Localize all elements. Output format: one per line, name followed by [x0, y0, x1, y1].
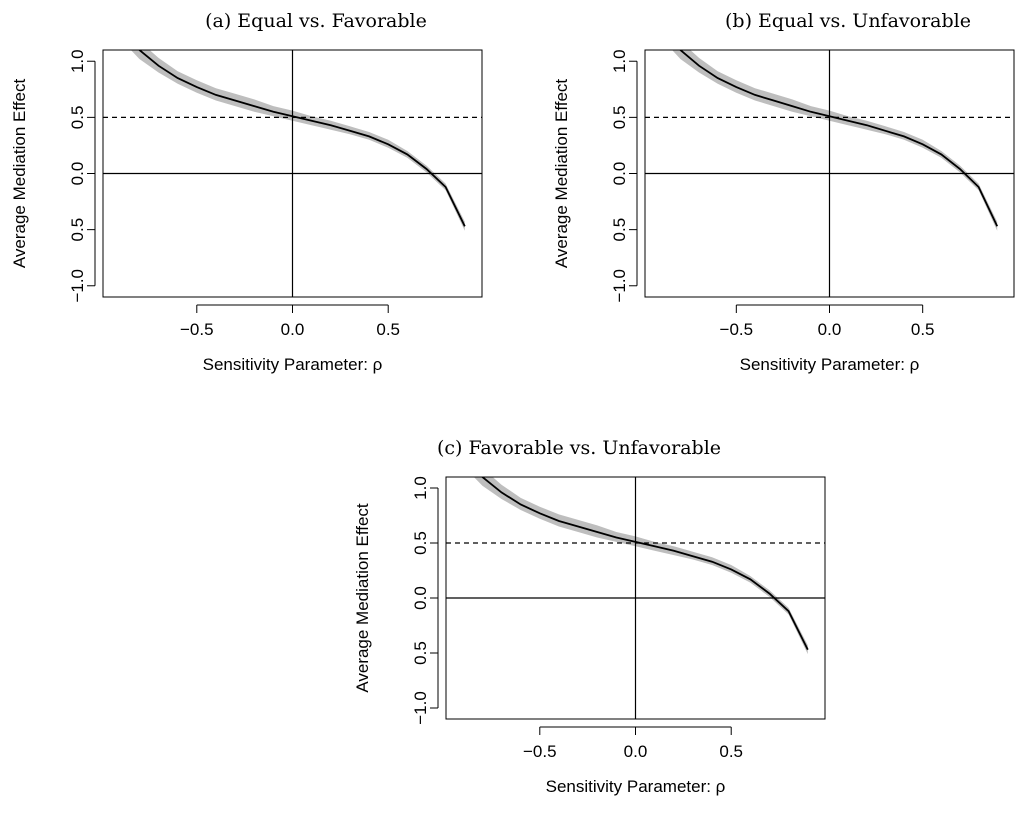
x-tick-label: 0.5 — [911, 320, 935, 339]
x-axis-label: Sensitivity Parameter: ρ — [546, 777, 726, 796]
x-tick-label: −0.5 — [180, 320, 214, 339]
plot-frame — [445, 476, 826, 720]
y-tick-label: 0.0 — [411, 586, 430, 610]
y-tick-label: 0.5 — [610, 106, 629, 130]
y-tick-label: 0.5 — [411, 641, 430, 665]
y-axis-label: Average Mediation Effect — [353, 503, 372, 693]
plot-frame — [102, 49, 483, 298]
mediation-effect-line — [481, 477, 809, 651]
y-tick-label: 1.0 — [68, 49, 87, 73]
y-tick-label: 0.0 — [610, 162, 629, 186]
mediation-effect-line — [138, 50, 466, 227]
plot-area — [103, 50, 482, 297]
chart-title: (a) Equal vs. Favorable — [205, 10, 427, 32]
chart-panel-c: −0.5 0.0 0.5 −1.0 0.5 0.0 0.5 1.0 Sensitivity Pa… — [353, 437, 826, 796]
x-tick-label: 0.0 — [818, 320, 842, 339]
y-tick-label: 0.5 — [68, 218, 87, 242]
x-tick-label: −0.5 — [523, 742, 557, 761]
y-tick-label: −1.0 — [411, 691, 430, 725]
x-tick-label: 0.5 — [376, 320, 400, 339]
chart-panel-a: −0.5 0.0 0.5 −1.0 0.5 0.0 0.5 1.0 Sensitivity Pa… — [10, 10, 483, 374]
y-tick-label: 1.0 — [610, 49, 629, 73]
x-tick-label: 0.0 — [624, 742, 648, 761]
y-tick-label: −1.0 — [610, 269, 629, 303]
y-axis-label: Average Mediation Effect — [552, 79, 571, 269]
plot-area — [645, 50, 1014, 297]
mediation-effect-line — [679, 50, 999, 227]
x-tick-label: 0.0 — [281, 320, 305, 339]
y-tick-label: 0.5 — [411, 531, 430, 555]
chart-panel-b: −0.5 0.0 0.5 −1.0 0.5 0.0 0.5 1.0 Sensitivity Pa… — [552, 10, 1015, 374]
plot-area — [446, 477, 825, 719]
y-tick-label: 0.0 — [68, 162, 87, 186]
y-tick-label: 0.5 — [610, 218, 629, 242]
x-tick-label: −0.5 — [720, 320, 754, 339]
x-tick-label: 0.5 — [719, 742, 743, 761]
plot-frame — [644, 49, 1015, 298]
y-tick-label: 1.0 — [411, 476, 430, 500]
y-tick-label: 0.5 — [68, 106, 87, 130]
y-tick-label: −1.0 — [68, 269, 87, 303]
y-axis-label: Average Mediation Effect — [10, 79, 29, 269]
x-axis-label: Sensitivity Parameter: ρ — [740, 355, 920, 374]
chart-title: (c) Favorable vs. Unfavorable — [437, 437, 721, 459]
x-axis-label: Sensitivity Parameter: ρ — [203, 355, 383, 374]
chart-title: (b) Equal vs. Unfavorable — [725, 10, 971, 32]
